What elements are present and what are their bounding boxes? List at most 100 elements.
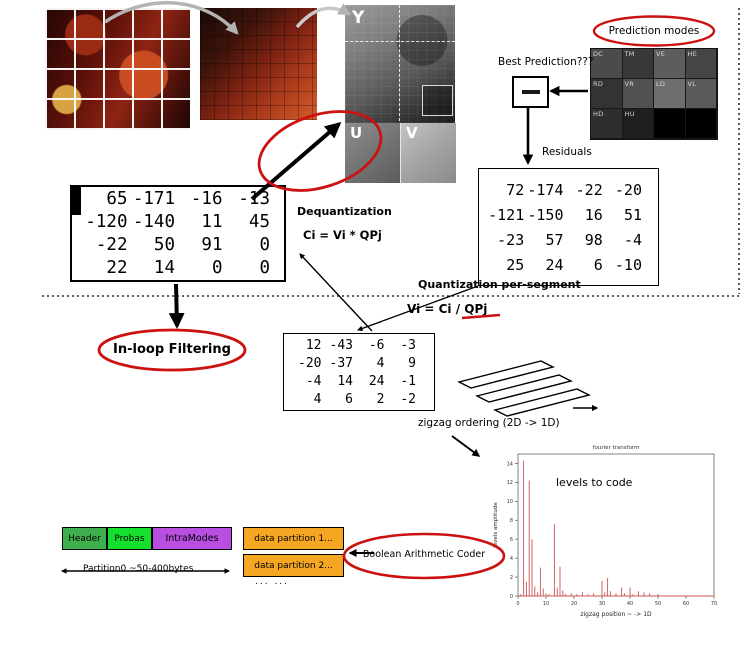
- u-plane-label: U: [350, 124, 363, 142]
- matrix-cell: 0: [211, 258, 223, 278]
- svg-text:70: 70: [711, 601, 717, 607]
- matrix-cell: -3: [400, 337, 416, 353]
- prediction-mode-cell: DC: [591, 49, 623, 79]
- matrix-cell: -22: [95, 235, 128, 255]
- block-divider-vertical: [399, 5, 400, 121]
- residuals-label: Residuals: [542, 146, 592, 158]
- matrix-cell: -13: [238, 189, 270, 209]
- svg-text:10: 10: [543, 601, 549, 607]
- prediction-mode-cell: HD: [591, 109, 623, 139]
- levels-to-code-label: levels to code: [556, 476, 633, 489]
- matrix-cell: 72: [506, 180, 525, 199]
- matrix-cell: -2: [400, 391, 416, 407]
- prediction-mode-cell: HE: [685, 49, 717, 79]
- matrix-cell: 2: [376, 391, 385, 407]
- matrix-cell: 0: [259, 235, 270, 255]
- matrix-cell: 91: [201, 235, 223, 255]
- best-prediction-block: [512, 76, 549, 108]
- matrix-cell: -120: [85, 212, 128, 232]
- matrix-cell: 51: [623, 205, 642, 224]
- dequantized-matrix: 65 -171 -16 -13 -120 -140 11 45 -22 50 91 0 22 14 0 0: [70, 185, 286, 282]
- zigzag-ordering-label: zigzag ordering (2D -> 1D): [418, 417, 560, 429]
- matrix-cell: 24: [368, 373, 385, 389]
- quantized-matrix: 12 -43 -6 -3 -20 -37 4 9 -4 14 24 -1 4 6 2 -2: [283, 333, 435, 411]
- matrix-cell: -4: [623, 230, 642, 249]
- macroblock-pixels: [200, 8, 317, 120]
- svg-text:30: 30: [599, 601, 605, 607]
- svg-text:fourier transform: fourier transform: [593, 445, 640, 451]
- arrow-matrix-to-inloop-filter: [168, 283, 185, 329]
- yuv-planes-image: U V Y: [345, 5, 456, 183]
- matrix-cell: 16: [584, 205, 603, 224]
- prediction-mode-cell: VL: [685, 79, 717, 109]
- svg-text:zigzag position ~ -> 1D: zigzag position ~ -> 1D: [580, 611, 652, 618]
- matrix-cell: -150: [527, 205, 564, 224]
- levels-plot: 0 2 4 6 8 10 12 14 0 10 20 30 40 50 60 70 fourier transf…: [488, 438, 730, 634]
- residuals-matrix: 72 -174 -22 -20 -121 -150 16 51 -23 57 98 -4 25 24 6 -1…: [478, 168, 659, 286]
- bitstream-intramodes-box: IntraModes: [152, 527, 232, 550]
- matrix-cell: -6: [368, 337, 385, 353]
- partition0-size-label: Partition0 ~50-400bytes: [80, 564, 197, 574]
- best-prediction-label: Best Prediction???: [498, 56, 594, 68]
- prediction-modes-label: Prediction modes: [608, 25, 700, 37]
- matrix-cell: -16: [190, 189, 223, 209]
- prediction-mode-cell: VR: [622, 79, 654, 109]
- matrix-cell: -121: [488, 205, 525, 224]
- prediction-mode-cell: RD: [591, 79, 623, 109]
- svg-text:60: 60: [683, 601, 689, 607]
- dc-prediction-sample: [521, 90, 540, 94]
- boolean-arithmetic-coder-label: Boolean Arithmetic Coder: [362, 549, 486, 560]
- prediction-mode-cell: LD: [654, 79, 686, 109]
- dequantization-formula: Ci = Vi * QPj: [303, 228, 382, 242]
- matrix-cell: 22: [106, 258, 128, 278]
- quantization-formula: Vi = Ci / QPj: [407, 302, 488, 316]
- matrix-cell: 25: [506, 255, 525, 274]
- more-partitions-ellipsis: ... ...: [255, 577, 290, 587]
- prediction-mode-cell: VE: [654, 49, 686, 79]
- matrix-cell: 98: [584, 230, 603, 249]
- svg-text:12: 12: [507, 480, 513, 486]
- svg-text:14: 14: [507, 461, 513, 467]
- matrix-cell: 12: [305, 337, 322, 353]
- matrix-cell: -4: [305, 373, 322, 389]
- matrix-cell: 24: [545, 255, 564, 274]
- y-plane-label: Y: [352, 8, 365, 28]
- arrow-quantized-to-dequantization: [299, 253, 373, 332]
- matrix-cell: 14: [337, 373, 353, 389]
- v-plane: V: [400, 123, 456, 183]
- matrix-cell: 65: [106, 189, 128, 209]
- matrix-cell: 4: [376, 355, 385, 371]
- dequantization-label: Dequantization: [297, 205, 392, 218]
- matrix-cell: 6: [345, 391, 353, 407]
- levels-plot-canvas: 0 2 4 6 8 10 12 14 0 10 20 30 40 50 60 70 fourier transf…: [493, 445, 717, 618]
- matrix-cell: -10: [614, 255, 642, 274]
- bitstream-header-box: Header: [62, 527, 107, 550]
- matrix-cell: 57: [545, 230, 564, 249]
- matrix-cell: -20: [614, 180, 642, 199]
- svg-text:50: 50: [655, 601, 661, 607]
- svg-text:0: 0: [516, 601, 519, 607]
- matrix-cell: 4: [313, 391, 322, 407]
- matrix-cell: -20: [298, 355, 322, 371]
- matrix-cell: 11: [201, 212, 223, 232]
- matrix-cell: 14: [153, 258, 175, 278]
- svg-text:40: 40: [627, 601, 633, 607]
- matrix-cell: 6: [593, 255, 603, 274]
- prediction-mode-cell: HU: [622, 109, 654, 139]
- prediction-mode-cell: [654, 109, 686, 139]
- arrow-zigzag-to-plot: [451, 435, 481, 457]
- svg-text:8: 8: [510, 518, 513, 524]
- source-image-with-grid: [45, 8, 190, 130]
- bitstream-probas-box: Probas: [107, 527, 152, 550]
- matrix-cell: -171: [132, 189, 175, 209]
- y-plane: [345, 5, 455, 123]
- selected-block-outline: [422, 85, 453, 116]
- matrix-corner-marker: [72, 187, 81, 215]
- prediction-mode-cell: TM: [622, 49, 654, 79]
- svg-text:4: 4: [510, 556, 513, 562]
- svg-text:6: 6: [510, 537, 513, 543]
- matrix-cell: 9: [408, 355, 416, 371]
- u-plane: U: [345, 123, 400, 183]
- block-divider-horizontal: [345, 41, 455, 42]
